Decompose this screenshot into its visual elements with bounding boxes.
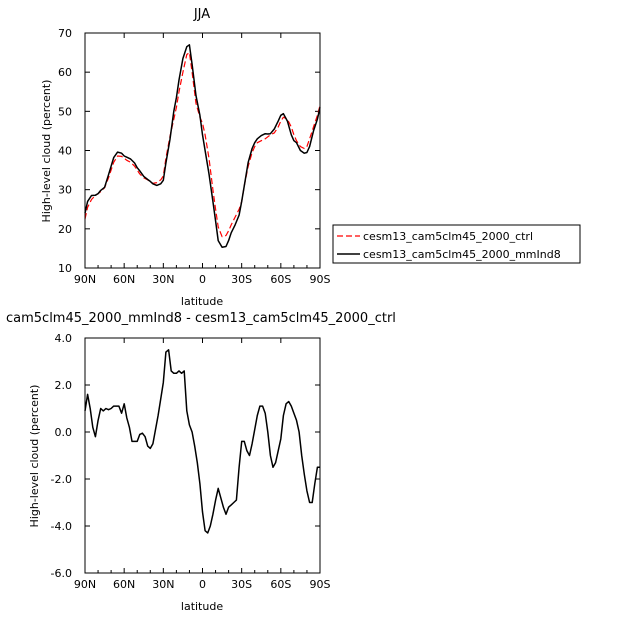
top-x-axis-label: latitude — [181, 295, 223, 308]
bottom-y-tick-label: -4.0 — [51, 520, 72, 533]
bottom-plot-area: 90N 60N 30N 0 30S 60S 90S 4.0 2.0 0.0 -2.0 -4.0 -6.0 — [51, 332, 331, 591]
bottom-y-tick-label: -2.0 — [51, 473, 72, 486]
bottom-panel-title: cam5clm45_2000_mmInd8 - cesm13_cam5clm45… — [6, 311, 396, 326]
top-x-tick-label: 30S — [231, 273, 252, 286]
bottom-y-tick-label: 2.0 — [55, 379, 73, 392]
top-series-line-1 — [84, 44, 321, 248]
top-y-tick-label: 70 — [58, 27, 72, 40]
top-series-line-0 — [84, 51, 321, 238]
bottom-x-tick-label: 90S — [310, 578, 331, 591]
bottom-x-tick-label: 60S — [270, 578, 291, 591]
bottom-x-tick-label: 30S — [231, 578, 252, 591]
top-x-tick-label: 60S — [270, 273, 291, 286]
top-x-tick-label: 60N — [113, 273, 135, 286]
top-y-tick-label: 40 — [58, 145, 72, 158]
bottom-x-tick-label: 90N — [74, 578, 96, 591]
top-y-tick-label: 50 — [58, 105, 72, 118]
bottom-x-tick-label: 0 — [199, 578, 206, 591]
legend: cesm13_cam5clm45_2000_ctrl cesm13_cam5cl… — [332, 224, 581, 264]
top-y-tick-label: 30 — [58, 184, 72, 197]
bottom-panel: cam5clm45_2000_mmInd8 - cesm13_cam5clm45… — [6, 311, 396, 613]
top-panel-title: JJA — [193, 7, 210, 22]
legend-label-ctrl: cesm13_cam5clm45_2000_ctrl — [363, 230, 533, 243]
top-x-tick-label: 90N — [74, 273, 96, 286]
bottom-y-tick-label: 4.0 — [55, 332, 73, 345]
top-x-tick-label: 30N — [152, 273, 174, 286]
top-panel: JJA 90N 60N 30N 0 30S 60S 90S 10 20 30 40 50 60 70 la… — [40, 7, 331, 308]
bottom-y-tick-label: 0.0 — [55, 426, 73, 439]
bottom-x-tick-label: 30N — [152, 578, 174, 591]
top-y-tick-label: 10 — [58, 262, 72, 275]
top-plot-area: 90N 60N 30N 0 30S 60S 90S 10 20 30 40 50 60 70 — [58, 27, 331, 286]
bottom-plot-frame — [84, 337, 321, 574]
legend-label-mmind8: cesm13_cam5clm45_2000_mmInd8 — [363, 248, 561, 261]
top-x-tick-label: 90S — [310, 273, 331, 286]
bottom-y-tick-label: -6.0 — [51, 567, 72, 580]
legend-box — [332, 224, 581, 264]
bottom-series-line-0 — [84, 349, 320, 534]
top-y-axis-label: High-level cloud (percent) — [40, 80, 53, 223]
top-plot-frame — [84, 32, 321, 269]
bottom-x-tick-label: 60N — [113, 578, 135, 591]
top-x-tick-label: 0 — [199, 273, 206, 286]
top-y-tick-label: 60 — [58, 66, 72, 79]
bottom-y-axis-label: High-level cloud (percent) — [28, 385, 41, 528]
bottom-x-axis-label: latitude — [181, 600, 223, 613]
top-y-tick-label: 20 — [58, 223, 72, 236]
